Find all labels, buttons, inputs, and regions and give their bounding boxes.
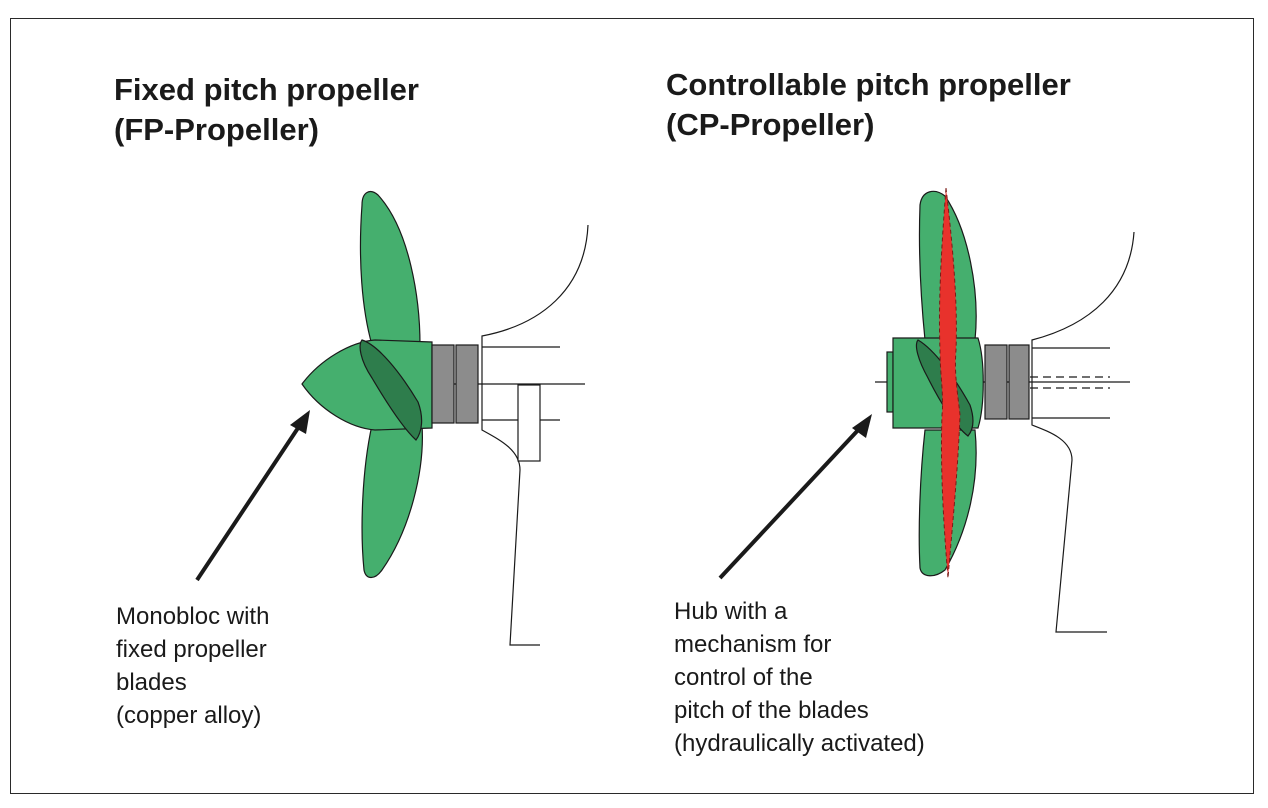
fp-upper-blade [359, 191, 421, 346]
cp-title: Controllable pitch propeller (CP-Propell… [666, 65, 1071, 145]
fp-edge-blade [359, 339, 423, 441]
fp-title-line2: (FP-Propeller) [114, 112, 319, 147]
cp-caption-line: control of the [674, 664, 813, 691]
cp-caption-line: (hydraulically activated) [674, 730, 925, 757]
fp-sleeve-1 [431, 344, 455, 424]
cp-title-line2: (CP-Propeller) [666, 107, 875, 142]
fp-title-line1: Fixed pitch propeller [114, 72, 419, 107]
cp-propeller-drawing [718, 187, 1135, 633]
cp-pitch-indicator [938, 187, 961, 579]
cp-pointer-arrow [718, 426, 862, 580]
fp-caption-line: (copper alloy) [116, 702, 262, 729]
fp-arrow-head [290, 410, 310, 434]
fp-lower-blade [361, 424, 423, 579]
cp-sleeve-2 [1008, 344, 1030, 420]
fp-pointer-arrow [195, 423, 302, 582]
cp-caption-line: mechanism for [674, 631, 832, 658]
cp-sleeve-1 [984, 344, 1008, 420]
fp-caption-line: fixed propeller [116, 636, 267, 663]
fp-caption-line: blades [116, 669, 187, 696]
cp-arrow-head [852, 414, 872, 438]
cp-caption: Hub with a mechanism for control of the … [674, 595, 925, 760]
cp-hull-outline [1031, 231, 1135, 633]
cp-hub-cap [886, 351, 894, 413]
cp-title-line1: Controllable pitch propeller [666, 67, 1071, 102]
cp-caption-line: pitch of the blades [674, 697, 869, 724]
fp-caption-line: Monobloc with [116, 603, 270, 630]
fp-title: Fixed pitch propeller (FP-Propeller) [114, 70, 419, 150]
fp-hull-outline [481, 224, 589, 646]
fp-shaft-box [517, 384, 541, 462]
fp-sleeve-2 [455, 344, 479, 424]
figure-frame [10, 18, 1254, 794]
cp-caption-line: Hub with a [674, 598, 788, 625]
fp-caption: Monobloc with fixed propeller blades (co… [116, 600, 269, 732]
fp-propeller-drawing [195, 191, 589, 646]
